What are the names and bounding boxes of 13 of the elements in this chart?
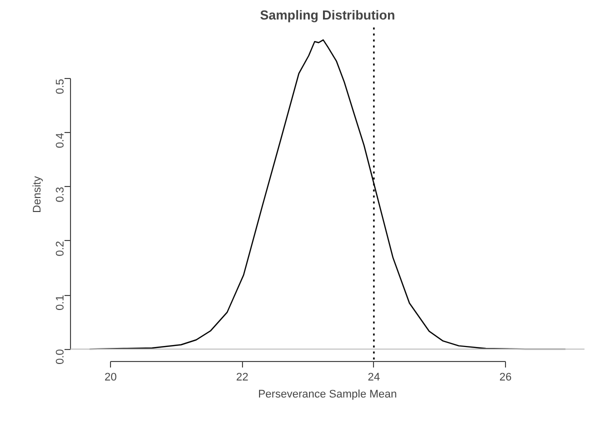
y-tick-label: 0.5 [54, 78, 66, 94]
x-tick-label: 22 [236, 372, 248, 384]
y-tick-label: 0.2 [54, 240, 66, 256]
x-tick-label: 20 [104, 372, 117, 384]
y-tick-label: 0.0 [54, 349, 66, 364]
y-tick-label: 0.4 [54, 132, 66, 148]
x-axis-title: Perseverance Sample Mean [258, 388, 397, 400]
y-axis-title: Density [32, 176, 44, 213]
x-tick-label: 24 [368, 372, 380, 384]
y-tick-label: 0.1 [54, 295, 66, 310]
y-tick-label: 0.3 [54, 186, 66, 202]
chart-title: Sampling Distribution [260, 8, 396, 22]
x-tick-label: 26 [499, 372, 512, 384]
